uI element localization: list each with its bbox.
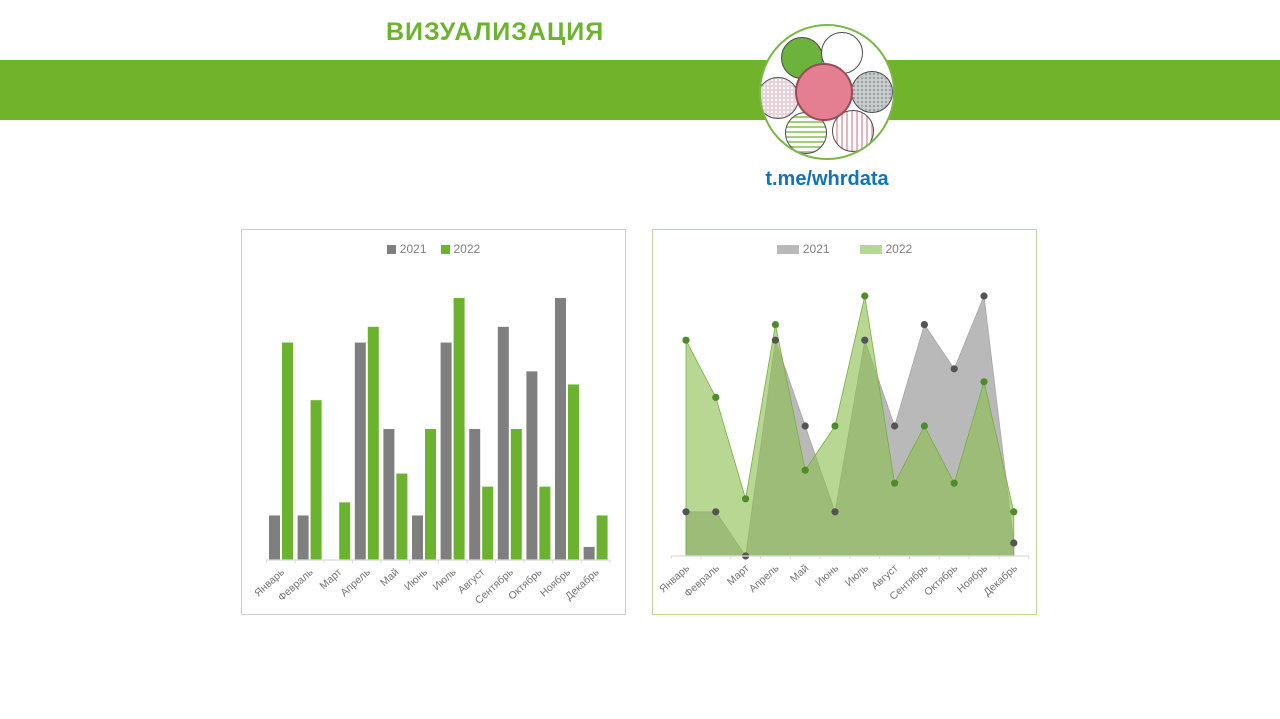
marker-2021 [801,422,809,430]
bar-2021 [497,326,509,560]
x-axis-label: Апрель [338,566,373,599]
legend-label-2022: 2022 [885,242,913,256]
bar-2022 [482,486,494,560]
page-title: ВИЗУАЛИЗАЦИЯ [386,18,605,46]
marker-2021 [682,508,690,516]
marker-2021 [861,336,869,344]
bar-2022 [596,515,608,560]
legend-item-2022: 2022 [440,242,481,256]
legend-item-2021: 2021 [776,242,830,256]
bar-2021 [354,342,366,560]
marker-2022 [891,479,899,487]
legend-swatch-2021 [386,244,396,254]
legend-item-2022: 2022 [859,242,913,256]
legend-swatch-2022 [440,244,450,254]
bar-2021 [412,515,423,560]
telegram-link[interactable]: t.me/whrdata [765,168,889,190]
bar-2021 [297,515,309,560]
x-axis-label: Июнь [402,566,430,593]
x-axis-label: Май [378,566,401,589]
bar-2021 [583,546,595,560]
bar-2022 [282,342,293,560]
legend-label-2021: 2021 [802,242,830,256]
marker-2021 [950,365,958,373]
bar-2022 [568,384,579,560]
marker-2022 [980,378,988,386]
marker-2021 [920,321,928,329]
bar-chart-legend: 2021 2022 [242,242,625,256]
marker-2021 [831,508,839,516]
bar-2022 [539,486,551,560]
legend-swatch-2022 [859,244,882,254]
marker-2022 [742,495,750,503]
bar-2021 [269,515,280,560]
marker-2021 [980,292,988,300]
marker-2022 [861,292,869,300]
flower-logo-icon [759,24,895,160]
petal-pink-stripe-icon [832,110,874,152]
legend-label-2022: 2022 [453,242,481,256]
marker-2022 [1010,508,1018,516]
bar-2022 [367,326,379,560]
marker-2021 [771,336,779,344]
x-axis-label: Апрель [747,562,782,595]
marker-2021 [891,422,899,430]
green-banner [0,60,1280,120]
marker-2022 [712,393,720,401]
bar-chart-panel: 2021 2022 Январь Февраль Март Апрель Май Июнь… [241,229,626,615]
legend-swatch-2021 [776,244,799,254]
x-axis-label: Июль [843,562,871,589]
flower-center-icon [795,63,853,121]
marker-2021 [712,508,720,516]
legend-label-2021: 2021 [399,242,427,256]
bar-2022 [310,400,322,560]
petal-pink-dot-icon [761,77,799,119]
x-axis-label: Июнь [813,562,841,589]
bar-2022 [453,298,465,560]
bar-2021 [383,429,395,560]
bar-2021 [526,371,538,560]
bar-2021 [469,429,481,560]
bar-2022 [339,502,351,560]
bar-2022 [510,429,522,560]
petal-gray-checker-icon [851,71,893,113]
marker-2022 [831,422,839,430]
marker-2022 [950,479,958,487]
area-chart-legend: 2021 2022 [653,242,1036,256]
marker-2022 [771,321,779,329]
marker-2022 [682,336,690,344]
bar-2021 [555,298,566,560]
legend-item-2021: 2021 [386,242,427,256]
x-axis-label: Май [788,562,811,585]
marker-2021 [1010,539,1018,547]
x-axis-label: Октябрь [922,562,961,599]
marker-2022 [920,422,928,430]
bar-2021 [440,342,452,560]
bar-2022 [396,473,408,560]
marker-2022 [801,466,809,474]
bar-2022 [425,429,436,560]
area-chart-panel: 2021 2022 Январь Февраль Март Апрель Май Июнь… [652,229,1037,615]
x-axis-label: Июль [431,566,459,593]
x-axis-label: Декабрь [981,562,1020,599]
